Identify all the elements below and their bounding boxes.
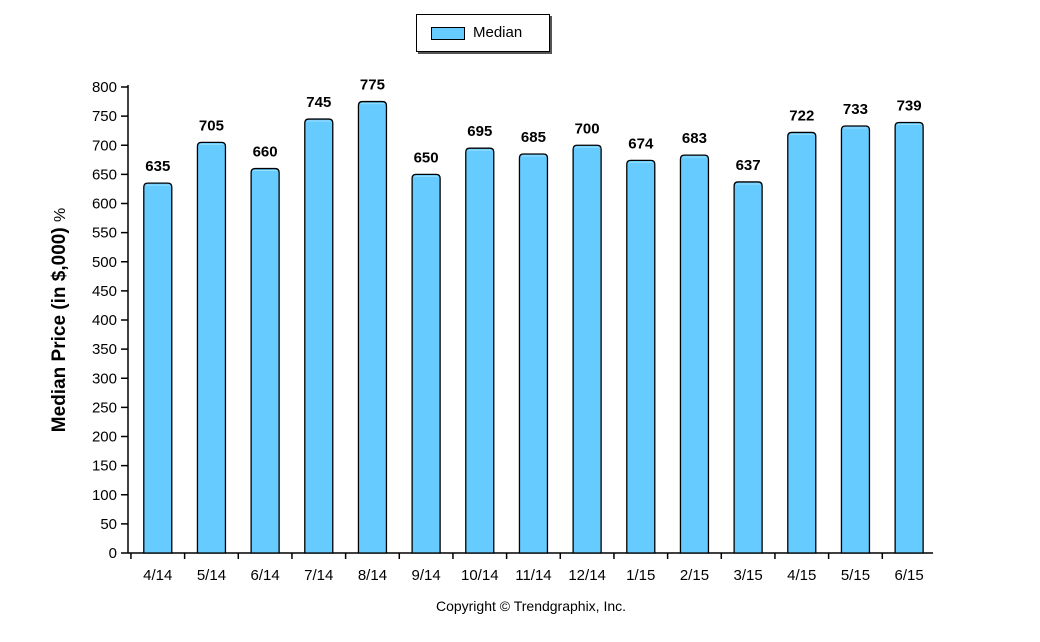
x-tick-label: 4/15 <box>787 567 816 584</box>
x-tick-label: 8/14 <box>358 567 387 584</box>
y-tick-label: 800 <box>92 79 117 96</box>
x-tick-label: 9/14 <box>412 567 441 584</box>
x-tick-label: 12/14 <box>568 567 606 584</box>
legend-swatch <box>431 27 465 40</box>
y-axis-title: Median Price (in $,000) % <box>49 208 71 432</box>
data-label: 674 <box>628 135 654 152</box>
x-tick-label: 10/14 <box>461 567 499 584</box>
bar <box>733 181 763 554</box>
x-tick-label: 6/15 <box>895 567 924 584</box>
bar <box>518 153 549 554</box>
y-tick-label: 350 <box>92 341 117 358</box>
y-tick-label: 500 <box>92 254 117 271</box>
data-label: 722 <box>789 107 814 124</box>
x-tick-label: 7/14 <box>304 567 333 584</box>
y-axis-label: Median Price (in $,000) <box>49 227 70 433</box>
x-tick-label: 4/14 <box>143 567 172 584</box>
bar <box>357 100 388 554</box>
bar <box>411 173 441 554</box>
y-tick-label: 700 <box>92 137 117 154</box>
x-tick-label: 6/14 <box>251 567 280 584</box>
copyright-text: Copyright © Trendgraphix, Inc. <box>435 598 627 614</box>
data-label: 700 <box>575 120 600 137</box>
y-tick-label: 450 <box>92 283 117 300</box>
data-label: 695 <box>467 123 492 140</box>
x-tick-label: 3/15 <box>734 567 763 584</box>
y-tick-label: 150 <box>92 458 117 475</box>
data-label: 745 <box>306 94 331 111</box>
y-tick-label: 750 <box>92 108 117 125</box>
data-label: 635 <box>145 158 170 175</box>
y-tick-label: 300 <box>92 370 117 387</box>
bar <box>465 147 495 554</box>
legend-label: Median <box>473 24 523 41</box>
y-tick-label: 550 <box>92 225 117 242</box>
y-tick-label: 400 <box>92 312 117 329</box>
x-tick-label: 1/15 <box>626 567 655 584</box>
bars <box>143 100 924 554</box>
data-label: 739 <box>897 98 922 115</box>
y-tick-label: 650 <box>92 166 117 183</box>
data-label: 775 <box>360 77 385 94</box>
y-tick-label: 100 <box>92 487 117 504</box>
data-label: 685 <box>521 129 546 146</box>
bar <box>840 125 871 554</box>
y-tick-label: 50 <box>100 516 117 533</box>
data-label: 637 <box>736 157 761 174</box>
data-label: 705 <box>199 117 224 134</box>
bar <box>787 131 817 554</box>
y-tick-label: 250 <box>92 399 117 416</box>
data-label: 660 <box>253 144 278 161</box>
x-axis: 4/14 5/14 6/14 7/14 8/14 9/14 10/14 11/14 12/14 1… <box>128 552 933 584</box>
x-tick-label: 2/15 <box>680 567 709 584</box>
bar <box>304 118 334 554</box>
bar <box>572 144 602 554</box>
x-tick-label: 11/14 <box>515 567 551 584</box>
data-label: 683 <box>682 130 707 147</box>
bar <box>626 159 656 554</box>
data-label: 733 <box>843 101 868 118</box>
bar <box>196 141 227 554</box>
data-label: 650 <box>414 149 439 166</box>
x-tick-label: 5/14 <box>197 567 226 584</box>
legend: Median <box>416 14 550 52</box>
y-tick-label: 600 <box>92 196 117 213</box>
y-tick-label: 0 <box>109 545 117 562</box>
bar <box>894 121 924 554</box>
y-tick-label: 200 <box>92 429 117 446</box>
data-labels: 635 705 660 745 775 650 695 685 700 674 683 637 722 7… <box>145 77 921 176</box>
bar <box>679 154 710 554</box>
x-tick-label: 5/15 <box>841 567 870 584</box>
y-axis-unit: % <box>52 207 69 223</box>
bar <box>143 182 173 554</box>
bar <box>250 167 280 554</box>
y-axis: 0 50 100 150 200 250 300 350 400 450 500 550 600 650 7… <box>92 79 129 562</box>
